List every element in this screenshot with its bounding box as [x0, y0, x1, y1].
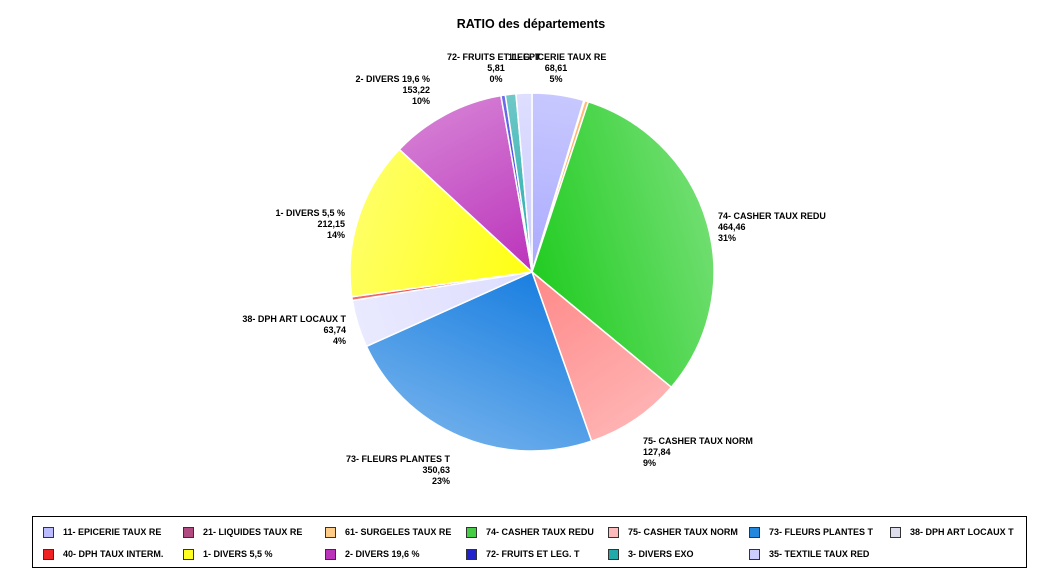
legend-label: 38- DPH ART LOCAUX T: [910, 527, 1014, 537]
legend-swatch: [325, 548, 336, 560]
slice-label-divers196-pct: 10%: [412, 96, 430, 106]
slice-label-epicerie-value: 68,61: [545, 63, 568, 73]
slice-label-divers196-name: 2- DIVERS 19,6 %: [355, 74, 430, 84]
slice-label-fleurs-pct: 23%: [432, 476, 450, 486]
legend-label: 35- TEXTILE TAUX RED: [769, 549, 870, 559]
legend-label: 75- CASHER TAUX NORM: [628, 527, 738, 537]
legend-swatch: [608, 548, 619, 560]
legend-item: 73- FLEURS PLANTES T: [749, 526, 873, 538]
legend-item: 11- EPICERIE TAUX RE: [43, 526, 161, 538]
pie-slice: [531, 100, 715, 389]
legend-swatch: [890, 526, 901, 538]
pie-slice: [530, 269, 673, 443]
legend-item: 40- DPH TAUX INTERM.: [43, 548, 163, 560]
legend-swatch: [43, 548, 54, 560]
slice-label-divers55-pct: 14%: [327, 230, 345, 240]
legend-item: 1- DIVERS 5,5 %: [183, 548, 273, 560]
legend-swatch: [749, 526, 760, 538]
legend-swatch: [325, 526, 336, 538]
legend-swatch: [183, 548, 194, 560]
pie-slice: [398, 94, 534, 275]
slice-labels: 11- EPICERIE TAUX RE 68,61 5% 72- FRUITS…: [242, 52, 826, 486]
legend-label: 73- FLEURS PLANTES T: [769, 527, 874, 537]
slice-label-casher-redu-name: 74- CASHER TAUX REDU: [718, 211, 826, 221]
legend-label: 72- FRUITS ET LEG. T: [486, 549, 580, 559]
slice-label-fruits-pct: 0%: [489, 74, 502, 84]
legend-item: 75- CASHER TAUX NORM: [608, 526, 738, 538]
chart-legend: 11- EPICERIE TAUX RE 21- LIQUIDES TAUX R…: [32, 516, 1027, 568]
legend-swatch: [466, 526, 477, 538]
legend-label: 21- LIQUIDES TAUX RE: [203, 527, 303, 537]
slice-label-fleurs-value: 350,63: [422, 465, 450, 475]
chart-title: RATIO des départements: [457, 17, 605, 31]
slice-label-fleurs-name: 73- FLEURS PLANTES T: [346, 454, 451, 464]
pie-slices: [349, 92, 715, 452]
legend-swatch: [749, 548, 760, 560]
slice-label-casher-norm-pct: 9%: [643, 458, 656, 468]
legend-swatch: [608, 526, 619, 538]
slice-label-dph-art-value: 63,74: [323, 325, 346, 335]
pie-slice: [515, 92, 533, 273]
legend-item: 3- DIVERS EXO: [608, 548, 694, 560]
slice-label-casher-redu-value: 464,46: [718, 222, 746, 232]
slice-label-fruits-name: 72- FRUITS ET LEG. T: [447, 52, 541, 62]
legend-item: 38- DPH ART LOCAUX T: [890, 526, 1014, 538]
legend-item: 21- LIQUIDES TAUX RE: [183, 526, 302, 538]
legend-item: 72- FRUITS ET LEG. T: [466, 548, 580, 560]
legend-item: 61- SURGELES TAUX RE: [325, 526, 451, 538]
slice-label-casher-redu-pct: 31%: [718, 233, 736, 243]
legend-label: 1- DIVERS 5,5 %: [203, 549, 273, 559]
slice-label-divers55-name: 1- DIVERS 5,5 %: [275, 208, 345, 218]
slice-label-divers55-value: 212,15: [317, 219, 345, 229]
slice-label-epicerie-name: 11- EPICERIE TAUX RE: [508, 52, 606, 62]
legend-swatch: [466, 548, 477, 560]
legend-label: 40- DPH TAUX INTERM.: [63, 549, 164, 559]
legend-label: 3- DIVERS EXO: [628, 549, 694, 559]
legend-label: 74- CASHER TAUX REDU: [486, 527, 594, 537]
legend-item: 2- DIVERS 19,6 %: [325, 548, 420, 560]
legend-swatch: [43, 526, 54, 538]
legend-item: 35- TEXTILE TAUX RED: [749, 548, 869, 560]
slice-label-epicerie-pct: 5%: [549, 74, 562, 84]
slice-label-casher-norm-name: 75- CASHER TAUX NORM: [643, 436, 753, 446]
slice-label-divers196-value: 153,22: [402, 85, 430, 95]
legend-item: 74- CASHER TAUX REDU: [466, 526, 594, 538]
slice-label-fruits-value: 5,81: [487, 63, 505, 73]
slice-label-dph-art-pct: 4%: [333, 336, 346, 346]
slice-label-casher-norm-value: 127,84: [643, 447, 671, 457]
slice-label-dph-art-name: 38- DPH ART LOCAUX T: [242, 314, 346, 324]
pie-chart: RATIO des départements 11- EPICERIE TAUX…: [242, 17, 826, 486]
legend-label: 11- EPICERIE TAUX RE: [63, 527, 162, 537]
pie-slice: [365, 270, 593, 452]
pie-slice: [349, 148, 534, 298]
legend-label: 2- DIVERS 19,6 %: [345, 549, 420, 559]
legend-swatch: [183, 526, 194, 538]
legend-label: 61- SURGELES TAUX RE: [345, 527, 452, 537]
